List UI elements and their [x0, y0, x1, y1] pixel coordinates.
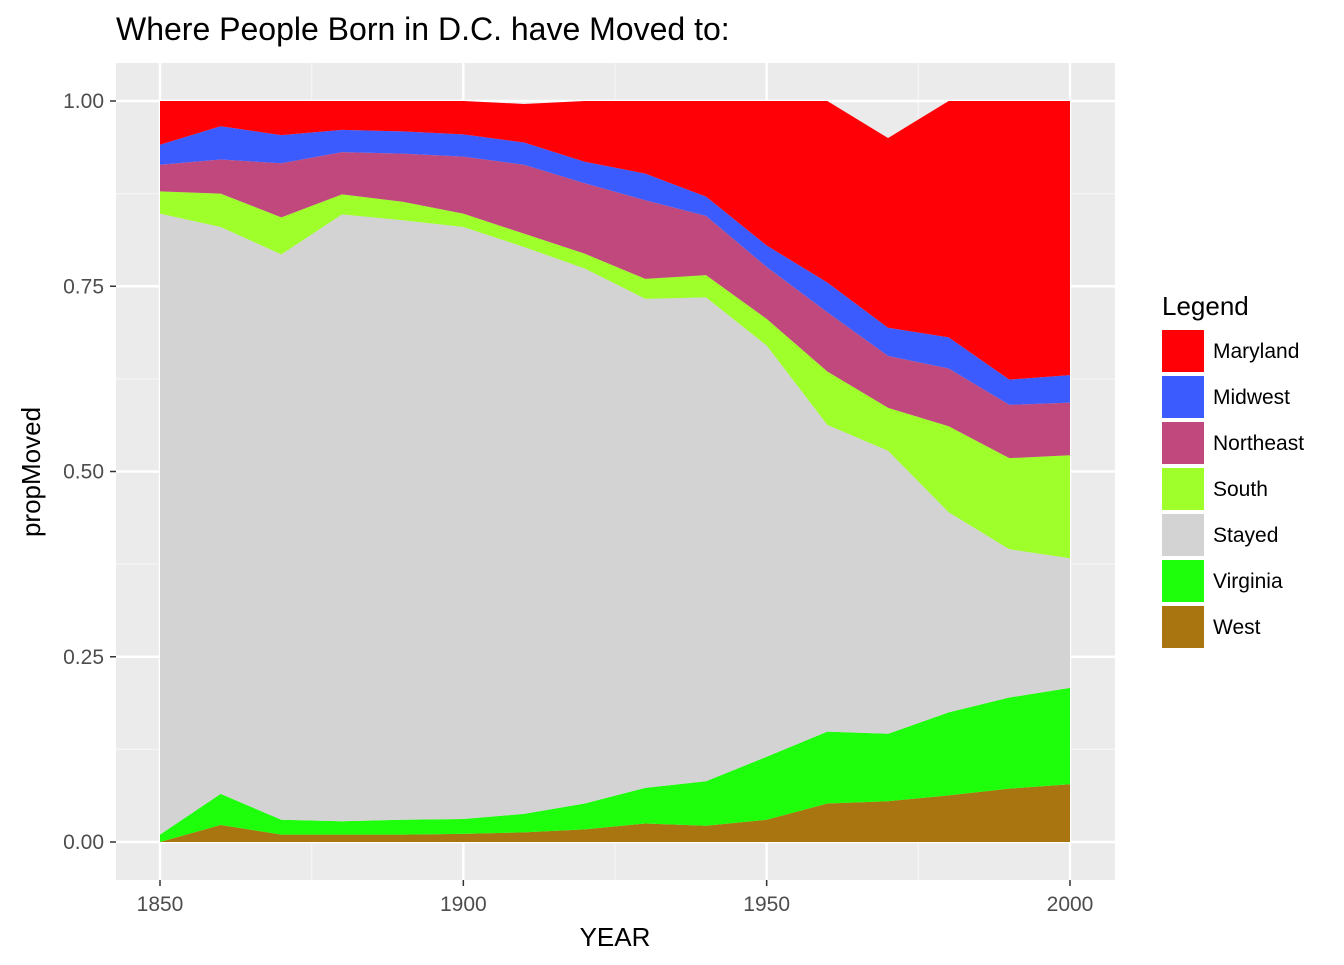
x-tick-label: 2000 [1047, 893, 1094, 916]
legend-label-northeast: Northeast [1213, 432, 1304, 455]
x-tick-label: 1850 [137, 893, 184, 916]
legend-key-virginia [1162, 560, 1204, 602]
x-axis-title: YEAR [580, 922, 651, 952]
area-west [160, 784, 1070, 842]
legend-label-south: South [1213, 478, 1268, 501]
legend-key-midwest [1162, 376, 1204, 418]
x-tick-label: 1900 [440, 893, 487, 916]
x-tick-label: 1950 [743, 893, 790, 916]
legend-label-virginia: Virginia [1213, 570, 1283, 593]
area-maryland [160, 101, 1070, 380]
area-northeast [160, 152, 1070, 459]
legend-label-maryland: Maryland [1213, 340, 1299, 363]
axes: 1850 1900 1950 2000 0.00 0.25 0.50 0.75 1.00 [63, 90, 1093, 916]
legend-key-stayed [1162, 514, 1204, 556]
y-tick-label: 0.50 [63, 461, 104, 484]
area-south [160, 191, 1070, 559]
legend: Legend Maryland Midwest Northeast South Stay… [1162, 291, 1304, 648]
legend-key-northeast [1162, 422, 1204, 464]
y-tick-label: 0.25 [63, 646, 104, 669]
area-midwest [160, 126, 1070, 405]
area-virginia [160, 687, 1070, 842]
legend-key-west [1162, 606, 1204, 648]
y-tick-label: 0.75 [63, 275, 104, 298]
y-tick-label: 0.00 [63, 831, 104, 854]
y-axis-title: propMoved [16, 407, 46, 537]
legend-key-maryland [1162, 330, 1204, 372]
y-tick-label: 1.00 [63, 90, 104, 113]
area-stayed [160, 213, 1070, 835]
legend-title: Legend [1162, 291, 1249, 321]
legend-key-south [1162, 468, 1204, 510]
legend-label-west: West [1213, 616, 1261, 639]
plot-areas [160, 101, 1070, 842]
chart-title: Where People Born in D.C. have Moved to: [116, 11, 730, 47]
legend-label-midwest: Midwest [1213, 386, 1290, 409]
legend-label-stayed: Stayed [1213, 524, 1278, 547]
